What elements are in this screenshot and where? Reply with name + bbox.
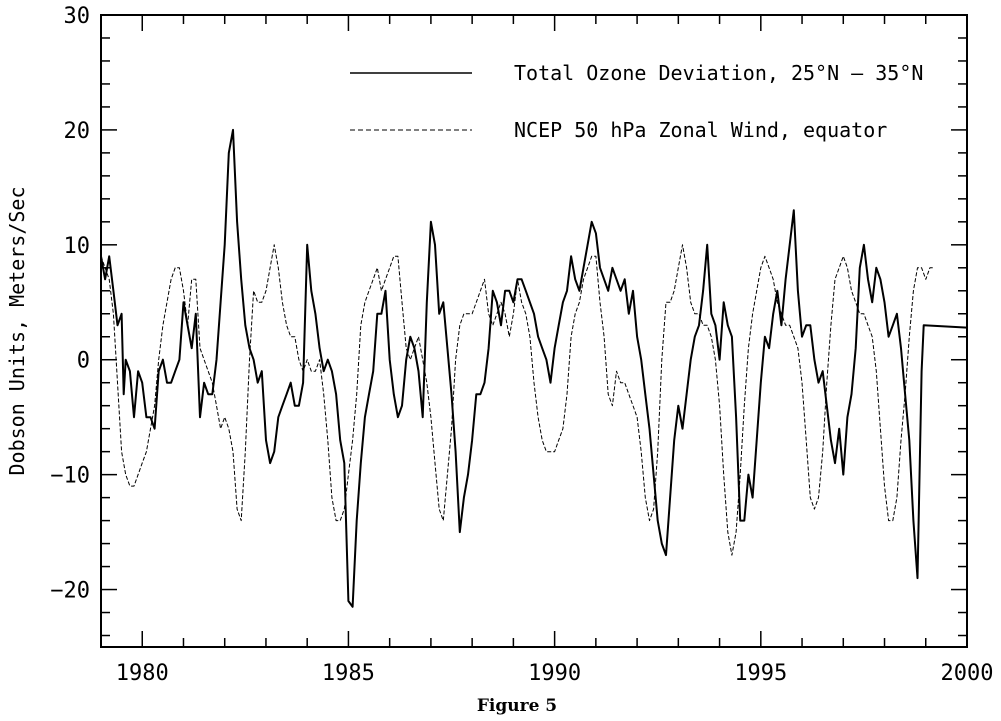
x-tick-label: 1985 (322, 661, 375, 686)
series-lines (100, 128, 968, 608)
legend-label-zonal-wind: NCEP 50 hPa Zonal Wind, equator (514, 118, 887, 142)
figure-caption: Figure 5 (477, 696, 557, 716)
y-tick-label: 30 (64, 4, 91, 29)
axis-ticks (100, 14, 968, 647)
series-line-zonal-wind (100, 244, 934, 556)
x-tick-label: 2000 (941, 661, 994, 686)
x-tick-label: 1990 (528, 661, 581, 686)
y-tick-label: 10 (64, 234, 91, 259)
y-axis-title: Dobson Units, Meters/Sec (5, 187, 29, 476)
y-tick-label: 0 (77, 349, 90, 374)
legend: Total Ozone Deviation, 25°N – 35°N NCEP … (350, 61, 923, 142)
plot-frame (100, 14, 968, 648)
y-tick-label: −20 (50, 579, 90, 604)
y-tick-label: −10 (50, 464, 90, 489)
legend-label-ozone: Total Ozone Deviation, 25°N – 35°N (514, 61, 923, 85)
x-tick-label: 1980 (116, 661, 169, 686)
x-tick-label: 1995 (734, 661, 787, 686)
x-tick-labels: 1980 1985 1990 1995 2000 (116, 661, 994, 686)
y-tick-label: 20 (64, 119, 91, 144)
y-tick-labels: −20 −10 0 10 20 30 (50, 4, 90, 604)
series-line-ozone (100, 128, 968, 608)
